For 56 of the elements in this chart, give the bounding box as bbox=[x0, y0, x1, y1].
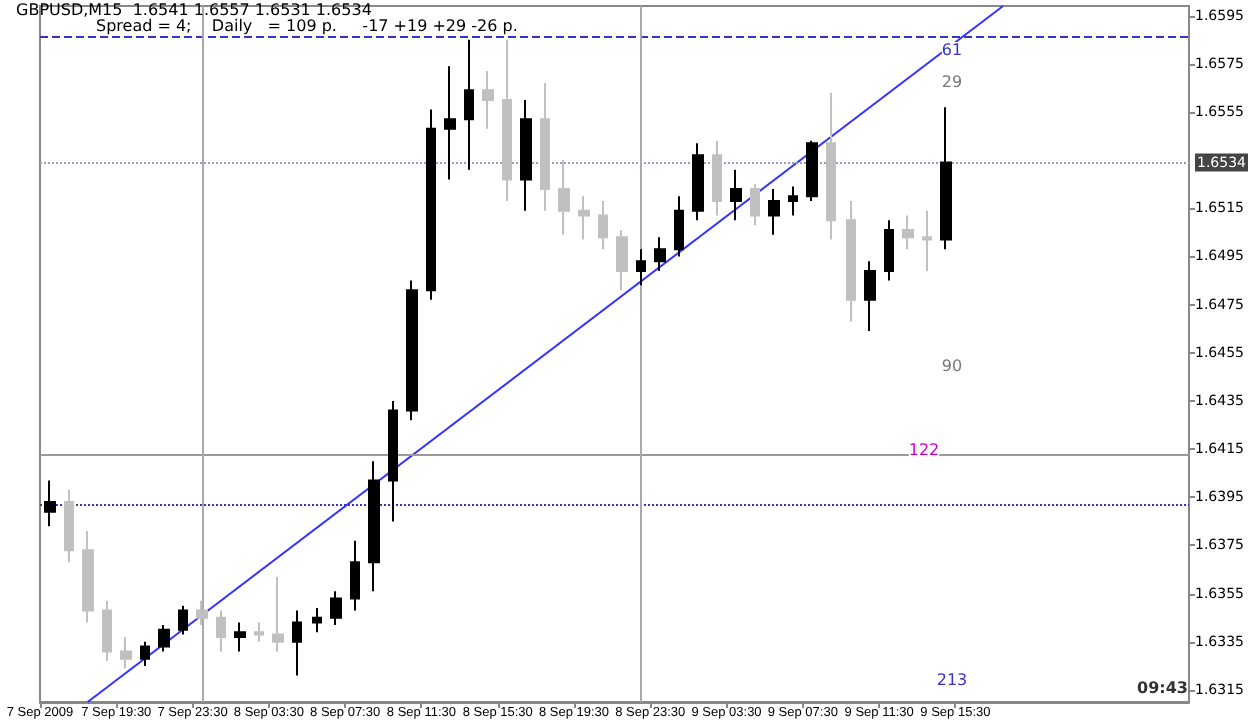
candlestick bbox=[312, 607, 322, 634]
candlestick bbox=[578, 195, 590, 241]
candlestick bbox=[674, 195, 684, 258]
candlestick bbox=[884, 219, 894, 282]
candlestick bbox=[120, 635, 132, 670]
text: Spread = 4; Daily = 109 p. -17 +19 +29 -26 p. bbox=[96, 17, 518, 35]
candlestick bbox=[558, 159, 570, 236]
candlestick bbox=[444, 65, 456, 181]
annotation: 61 bbox=[941, 41, 963, 59]
candlestick bbox=[464, 38, 474, 171]
candlestick bbox=[272, 575, 284, 653]
candlestick bbox=[846, 200, 856, 323]
candlestick bbox=[750, 183, 760, 227]
candlestick bbox=[102, 599, 112, 663]
candlestick bbox=[64, 489, 74, 564]
candlestick bbox=[330, 590, 342, 626]
candlestick bbox=[350, 539, 360, 612]
candlestick bbox=[654, 236, 666, 272]
candlestick bbox=[636, 248, 646, 287]
candlestick bbox=[178, 604, 188, 636]
candlestick bbox=[406, 279, 418, 422]
annotation: 09:43 bbox=[1137, 679, 1188, 697]
candlestick bbox=[158, 623, 170, 653]
candlestick bbox=[940, 106, 952, 251]
candlestick bbox=[82, 530, 94, 624]
annotation: 29 bbox=[941, 73, 963, 91]
candlestick bbox=[826, 91, 836, 241]
chart-title: GBPUSD,M15 1.6541 1.6557 1.6531 1.6534 bbox=[16, 1, 372, 19]
candlestick bbox=[598, 200, 608, 251]
candlestick bbox=[368, 460, 380, 593]
candlestick bbox=[692, 142, 704, 222]
candlestick bbox=[254, 621, 264, 643]
candlestick bbox=[540, 82, 550, 212]
annotation: 213 bbox=[936, 671, 968, 689]
candlestick bbox=[768, 188, 780, 236]
candlestick bbox=[44, 479, 56, 528]
candlestick bbox=[426, 108, 436, 301]
candlestick bbox=[712, 139, 722, 217]
candlestick bbox=[520, 98, 532, 212]
candlestick bbox=[616, 228, 628, 292]
candlestick bbox=[140, 640, 150, 667]
candlestick bbox=[922, 209, 932, 272]
annotation: 122 bbox=[908, 441, 940, 459]
candlestick bbox=[502, 38, 512, 203]
candlestick bbox=[806, 139, 818, 203]
candlestick bbox=[482, 70, 494, 130]
candlestick bbox=[234, 621, 246, 653]
annotation: 90 bbox=[941, 357, 963, 375]
candlestick bbox=[388, 399, 398, 523]
candlestick bbox=[196, 599, 208, 626]
candlestick bbox=[902, 214, 914, 251]
candlestick bbox=[216, 609, 226, 653]
candlestick bbox=[730, 168, 742, 222]
candlestick bbox=[864, 260, 876, 333]
candlestick bbox=[788, 185, 798, 217]
candlestick bbox=[292, 609, 302, 677]
